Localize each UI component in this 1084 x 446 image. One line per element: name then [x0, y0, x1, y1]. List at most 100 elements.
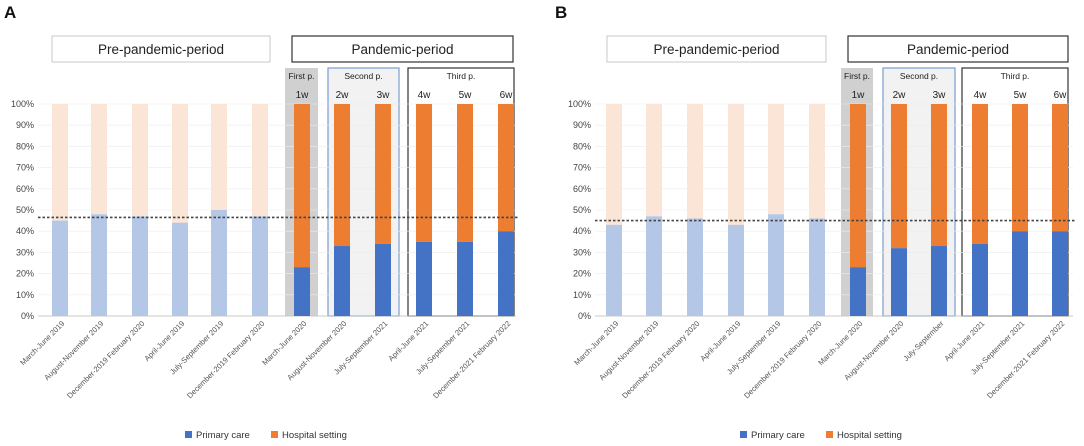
y-tick-label: 70%: [573, 163, 591, 173]
bar-hospital-setting: [931, 104, 947, 247]
wave-label: 2w: [336, 90, 350, 101]
x-tick-label: April-June 2019: [698, 319, 742, 363]
bar-hospital-setting: [252, 104, 268, 217]
x-tick-label: July-September: [901, 319, 945, 363]
bar-hospital-setting: [1052, 104, 1068, 232]
y-tick-label: 80%: [573, 141, 591, 151]
bar-hospital-setting: [132, 104, 148, 217]
wave-label: 3w: [377, 90, 391, 101]
x-tick-label: December-2019 February 2020: [620, 319, 701, 400]
wave-label: 1w: [296, 90, 310, 101]
phase-label-second: Second p.: [900, 71, 938, 81]
phase-label-third: Third p.: [1001, 71, 1030, 81]
bar-primary-care: [498, 231, 514, 316]
y-tick-label: 60%: [16, 184, 34, 194]
phase-label-third: Third p.: [447, 71, 476, 81]
bar-hospital-setting: [416, 104, 432, 242]
bar-hospital-setting: [1012, 104, 1028, 232]
y-tick-label: 40%: [573, 226, 591, 236]
bar-primary-care: [931, 246, 947, 316]
legend-swatch-primary-care: [185, 431, 192, 438]
bar-hospital-setting: [646, 104, 662, 217]
bar-primary-care: [687, 218, 703, 316]
wave-label: 2w: [893, 90, 907, 101]
bar-hospital-setting: [809, 104, 825, 219]
wave-label: 3w: [933, 90, 947, 101]
bar-hospital-setting: [891, 104, 907, 249]
bar-primary-care: [294, 267, 310, 316]
y-tick-label: 40%: [16, 226, 34, 236]
y-tick-label: 50%: [573, 205, 591, 215]
y-tick-label: 10%: [16, 290, 34, 300]
wave-label: 6w: [1054, 90, 1068, 101]
panel-A: A Pre-pandemic-period Pandemic-period First…: [4, 3, 518, 441]
bar-primary-care: [768, 214, 784, 316]
bar-primary-care: [132, 216, 148, 316]
bar-primary-care: [52, 220, 68, 316]
bar-primary-care: [1012, 231, 1028, 316]
x-tick-label: April-June 2021: [942, 319, 986, 363]
y-tick-label: 10%: [573, 290, 591, 300]
bar-primary-care: [416, 241, 432, 316]
y-tick-label: 100%: [11, 99, 34, 109]
bar-primary-care: [334, 246, 350, 316]
bar-hospital-setting: [606, 104, 622, 225]
y-tick-label: 90%: [573, 120, 591, 130]
wave-label: 1w: [852, 90, 866, 101]
pandemic-box: [847, 35, 1069, 63]
bar-primary-care: [1052, 231, 1068, 316]
legend-swatch-hospital-setting: [271, 431, 278, 438]
phase-label-first: First p.: [289, 71, 315, 81]
x-tick-label: December-2019 February 2020: [185, 319, 266, 400]
pre-pandemic-label: Pre-pandemic-period: [653, 42, 779, 57]
y-tick-label: 80%: [16, 141, 34, 151]
pandemic-box: [291, 35, 514, 63]
x-tick-label: December-2021 February 2022: [431, 319, 512, 400]
y-tick-label: 70%: [16, 163, 34, 173]
bar-hospital-setting: [52, 104, 68, 221]
x-tick-label: April-June 2019: [142, 319, 186, 363]
bar-primary-care: [972, 243, 988, 316]
y-tick-label: 20%: [16, 269, 34, 279]
bar-hospital-setting: [972, 104, 988, 244]
legend-label-hospital-setting: Hospital setting: [282, 430, 347, 441]
bar-primary-care: [172, 222, 188, 316]
pandemic-label: Pandemic-period: [351, 42, 453, 57]
panel-letter: A: [4, 3, 16, 22]
y-tick-label: 100%: [568, 99, 591, 109]
y-tick-label: 0%: [21, 311, 34, 321]
legend-swatch-primary-care: [740, 431, 747, 438]
y-tick-label: 60%: [573, 184, 591, 194]
bar-hospital-setting: [91, 104, 107, 215]
phase-label-first: First p.: [844, 71, 870, 81]
pandemic-label: Pandemic-period: [907, 42, 1009, 57]
panel-letter: B: [555, 3, 567, 22]
bar-primary-care: [211, 210, 227, 316]
bar-primary-care: [646, 216, 662, 316]
wave-label: 4w: [974, 90, 988, 101]
y-tick-label: 90%: [16, 120, 34, 130]
bar-hospital-setting: [498, 104, 514, 232]
bar-primary-care: [891, 248, 907, 316]
bar-hospital-setting: [334, 104, 350, 247]
legend-label-primary-care: Primary care: [751, 430, 805, 441]
bar-hospital-setting: [294, 104, 310, 268]
x-tick-label: December-2019 February 2020: [742, 319, 823, 400]
bar-primary-care: [809, 218, 825, 316]
wave-label: 5w: [1014, 90, 1028, 101]
x-tick-label: December-2019 February 2020: [65, 319, 146, 400]
wave-label: 4w: [418, 90, 432, 101]
bar-primary-care: [375, 243, 391, 316]
legend-label-primary-care: Primary care: [196, 430, 250, 441]
wave-label: 5w: [459, 90, 473, 101]
bar-primary-care: [252, 216, 268, 316]
bar-primary-care: [606, 224, 622, 316]
bar-primary-care: [457, 241, 473, 316]
phase-label-second: Second p.: [344, 71, 382, 81]
y-tick-label: 30%: [573, 247, 591, 257]
bar-primary-care: [91, 214, 107, 316]
bar-hospital-setting: [850, 104, 866, 268]
bar-hospital-setting: [457, 104, 473, 242]
pre-pandemic-label: Pre-pandemic-period: [98, 42, 224, 57]
